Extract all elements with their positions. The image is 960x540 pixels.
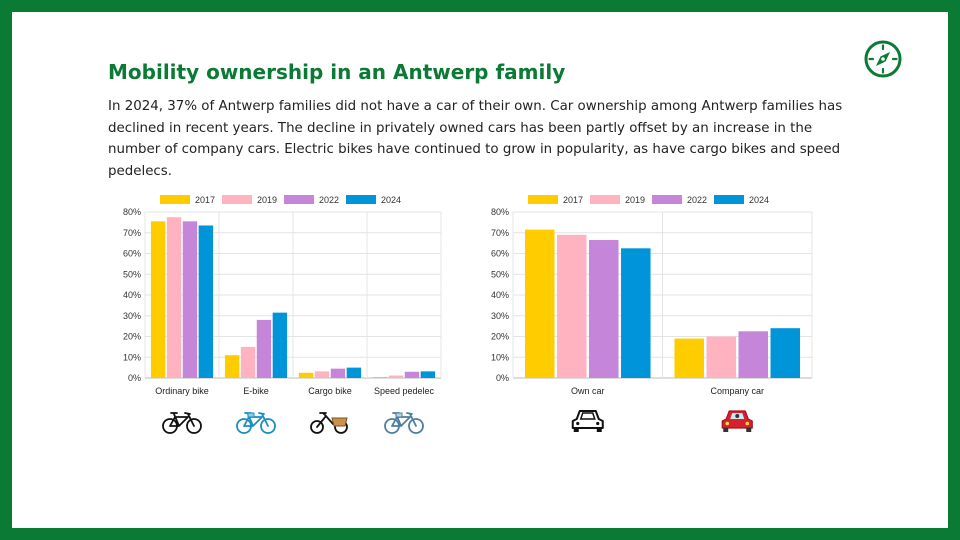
bar-company-car-2022	[738, 331, 769, 378]
intro-paragraph: In 2024, 37% of Antwerp families did not…	[108, 99, 843, 179]
x-tick-label: Speed pedelec	[374, 386, 435, 396]
bar-e-bike-2019	[240, 346, 256, 378]
bar-own-car-2024	[621, 248, 651, 378]
bar-cargo-bike-2024	[346, 367, 362, 378]
legend-label-2017: 2017	[563, 195, 583, 205]
bar-company-car-2024	[770, 328, 801, 378]
y-tick-label: 70%	[491, 228, 509, 238]
y-tick-label: 0%	[496, 373, 509, 383]
legend-swatch-2019	[222, 195, 252, 204]
y-tick-label: 80%	[491, 207, 509, 217]
bar-cargo-bike-2017	[298, 372, 314, 378]
y-tick-label: 10%	[491, 352, 509, 362]
y-tick-label: 60%	[123, 249, 141, 259]
legend-swatch-2024	[346, 195, 376, 204]
legend: 2017 2019 2022 2024	[160, 195, 401, 205]
legend-swatch-2024	[714, 195, 744, 204]
bar-own-car-2019	[556, 234, 587, 378]
legend-swatch-2022	[284, 195, 314, 204]
bar-own-car-2017	[524, 229, 555, 378]
y-tick-label: 10%	[123, 352, 141, 362]
legend-label-2017: 2017	[195, 195, 215, 205]
y-tick-label: 40%	[123, 290, 141, 300]
bike-ownership-chart: 2017 2019 2022 2024 0% 10% 20% 30% 40% 50% 60% 70% 8…	[123, 195, 442, 434]
y-tick-label: 0%	[128, 373, 141, 383]
car-ownership-chart: 2017 2019 2022 2024 0% 10% 20% 30% 40% 50% 60% 70% 8…	[491, 195, 813, 432]
y-tick-label: 30%	[123, 311, 141, 321]
y-tick-label: 80%	[123, 207, 141, 217]
legend-label-2022: 2022	[687, 195, 707, 205]
bar-company-car-2017	[674, 338, 704, 378]
bar-cargo-bike-2022	[330, 368, 346, 378]
x-tick-label: Ordinary bike	[155, 386, 209, 396]
y-tick-label: 20%	[123, 332, 141, 342]
bar-speed-pedelec-2019	[388, 375, 404, 378]
compass-icon	[864, 40, 902, 78]
y-tick-label: 50%	[491, 269, 509, 279]
x-tick-label: Cargo bike	[308, 386, 352, 396]
bar-speed-pedelec-2022	[404, 371, 420, 378]
legend: 2017 2019 2022 2024	[528, 195, 769, 205]
page-title: Mobility ownership in an Antwerp family	[108, 60, 566, 84]
bar-e-bike-2022	[256, 319, 272, 378]
bar-company-car-2019	[706, 336, 736, 378]
bar-e-bike-2024	[272, 312, 288, 378]
e-bike-icon	[236, 412, 276, 434]
speed-pedelec-icon	[384, 412, 424, 434]
y-tick-label: 60%	[491, 249, 509, 259]
x-tick-label: Own car	[571, 386, 605, 396]
bar-ordinary-bike-2019	[166, 217, 182, 378]
bar-speed-pedelec-2017	[372, 376, 388, 378]
car-outline-icon	[571, 410, 604, 432]
bar-own-car-2022	[589, 240, 619, 378]
y-tick-label: 20%	[491, 332, 509, 342]
bar-e-bike-2017	[224, 355, 240, 378]
legend-label-2022: 2022	[319, 195, 339, 205]
legend-label-2019: 2019	[257, 195, 277, 205]
legend-swatch-2022	[652, 195, 682, 204]
bar-ordinary-bike-2017	[150, 221, 166, 378]
bar-speed-pedelec-2024	[420, 371, 436, 378]
legend-label-2024: 2024	[381, 195, 401, 205]
y-tick-label: 70%	[123, 228, 141, 238]
y-tick-label: 40%	[491, 290, 509, 300]
legend-label-2024: 2024	[749, 195, 769, 205]
y-tick-label: 50%	[123, 269, 141, 279]
legend-swatch-2017	[160, 195, 190, 204]
bar-ordinary-bike-2024	[198, 225, 214, 378]
x-tick-label: Company car	[710, 386, 764, 396]
legend-swatch-2017	[528, 195, 558, 204]
y-tick-label: 30%	[491, 311, 509, 321]
bicycle-icon	[162, 412, 202, 434]
red-car-icon	[721, 410, 753, 432]
bar-cargo-bike-2019	[314, 371, 330, 378]
cargo-bike-icon	[310, 412, 348, 434]
bar-ordinary-bike-2022	[182, 221, 198, 378]
x-tick-label: E-bike	[243, 386, 269, 396]
legend-label-2019: 2019	[625, 195, 645, 205]
legend-swatch-2019	[590, 195, 620, 204]
